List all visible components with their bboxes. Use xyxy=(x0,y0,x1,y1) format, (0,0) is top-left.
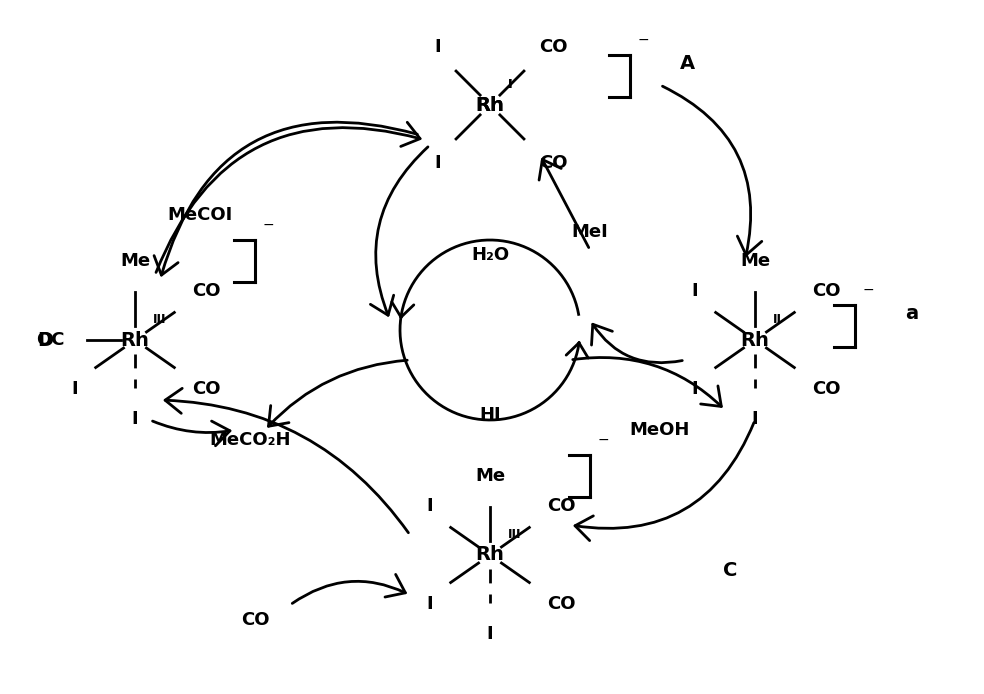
FancyArrowPatch shape xyxy=(154,122,417,275)
Text: I: I xyxy=(691,282,698,300)
Text: C: C xyxy=(723,561,737,579)
Text: −: − xyxy=(598,433,610,447)
Text: I: I xyxy=(434,155,441,173)
Text: a: a xyxy=(905,304,918,323)
Text: I: I xyxy=(691,380,698,398)
Text: I: I xyxy=(71,380,78,398)
Text: CO: CO xyxy=(813,380,841,398)
Text: −: − xyxy=(263,218,275,232)
Text: Me: Me xyxy=(475,467,505,485)
Text: Me: Me xyxy=(740,252,770,270)
FancyArrowPatch shape xyxy=(269,360,407,426)
Text: −: − xyxy=(638,33,649,47)
Text: CO: CO xyxy=(192,282,220,300)
Text: II: II xyxy=(773,313,782,326)
Text: I: I xyxy=(508,78,513,91)
FancyArrowPatch shape xyxy=(573,357,721,407)
FancyArrowPatch shape xyxy=(591,324,682,363)
Text: I: I xyxy=(508,78,513,91)
Text: I: I xyxy=(487,625,493,643)
Text: Me: Me xyxy=(120,252,151,270)
Text: CO: CO xyxy=(547,497,576,515)
Text: H₂O: H₂O xyxy=(471,246,509,264)
Text: Rh: Rh xyxy=(475,545,505,564)
Text: MeCO₂H: MeCO₂H xyxy=(210,431,290,449)
FancyArrowPatch shape xyxy=(539,160,588,248)
Text: MeOH: MeOH xyxy=(630,421,690,439)
Text: I: I xyxy=(426,497,433,515)
Text: CO: CO xyxy=(192,380,220,398)
Text: Rh: Rh xyxy=(475,96,505,115)
FancyArrowPatch shape xyxy=(575,423,754,541)
Text: CO: CO xyxy=(813,282,841,300)
Text: III: III xyxy=(153,313,166,326)
Text: CO: CO xyxy=(539,155,568,173)
FancyArrowPatch shape xyxy=(165,389,408,533)
Text: Rh: Rh xyxy=(475,96,505,115)
Text: CO: CO xyxy=(241,611,270,629)
FancyArrowPatch shape xyxy=(156,122,420,273)
Text: −: − xyxy=(863,283,875,297)
Text: Rh: Rh xyxy=(121,330,150,350)
Text: MeCOI: MeCOI xyxy=(167,206,232,224)
Text: I: I xyxy=(752,410,759,428)
Text: I: I xyxy=(434,37,441,56)
Text: D: D xyxy=(37,330,53,350)
FancyArrowPatch shape xyxy=(153,421,230,446)
FancyArrowPatch shape xyxy=(370,147,428,315)
Text: I: I xyxy=(132,410,139,428)
Text: A: A xyxy=(680,54,695,73)
Text: HI: HI xyxy=(479,406,501,424)
FancyArrowPatch shape xyxy=(662,86,762,255)
Text: OC: OC xyxy=(36,331,65,349)
Text: III: III xyxy=(508,528,522,541)
Text: MeI: MeI xyxy=(572,223,608,241)
FancyArrowPatch shape xyxy=(566,342,588,358)
Text: CO: CO xyxy=(547,595,576,613)
Text: I: I xyxy=(426,595,433,613)
Text: Rh: Rh xyxy=(741,330,769,350)
FancyArrowPatch shape xyxy=(292,575,405,603)
Text: CO: CO xyxy=(539,37,568,56)
FancyArrowPatch shape xyxy=(392,302,414,318)
